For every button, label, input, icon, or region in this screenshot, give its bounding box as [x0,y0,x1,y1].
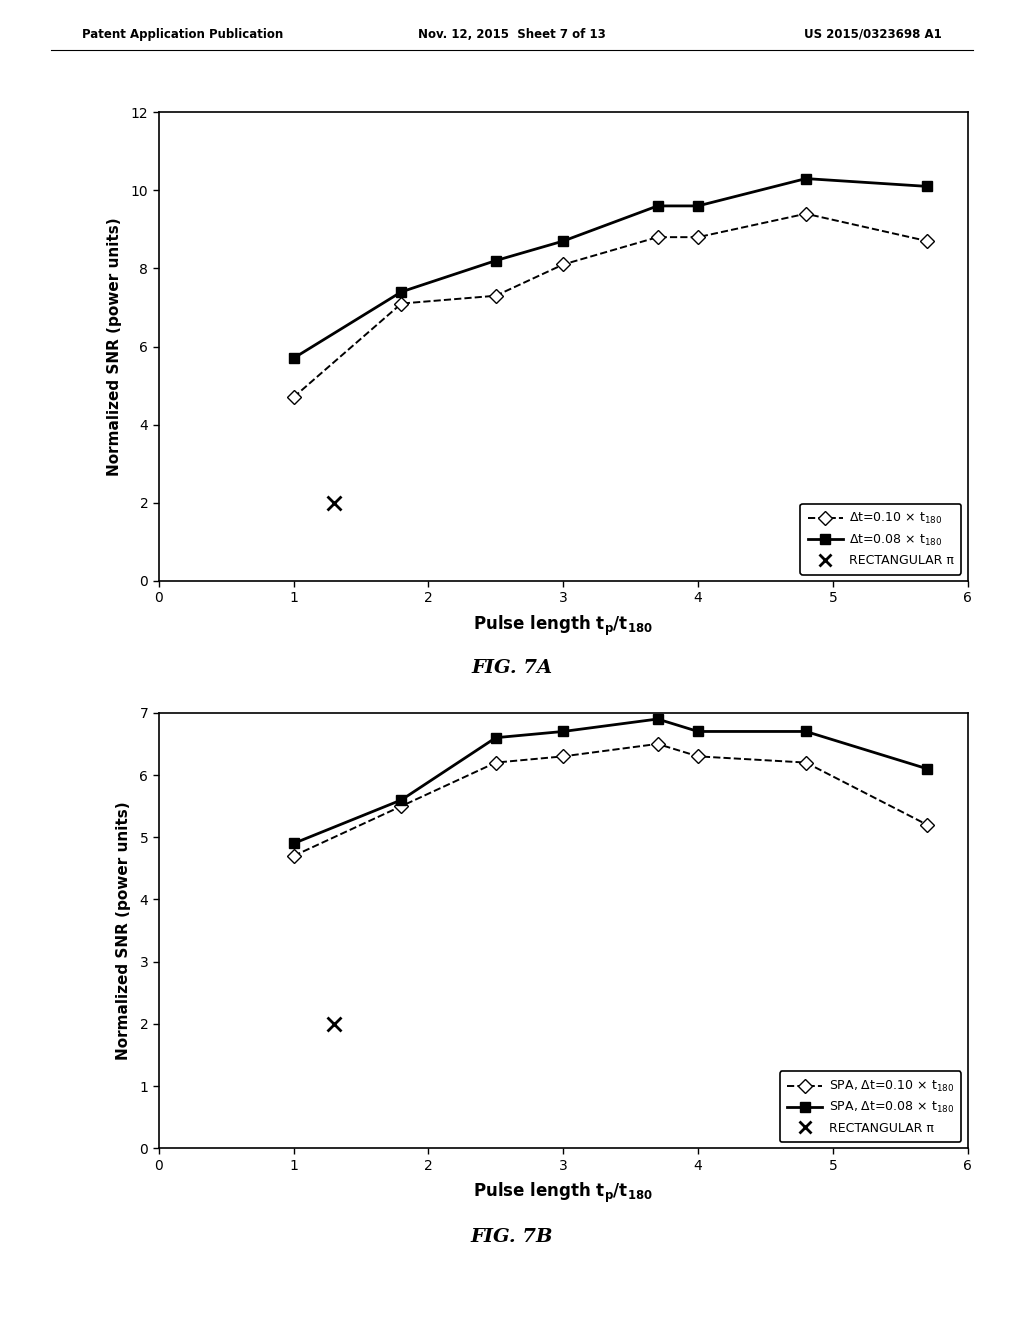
Y-axis label: Normalized SNR (power units): Normalized SNR (power units) [108,218,122,475]
Y-axis label: Normalized SNR (power units): Normalized SNR (power units) [116,801,131,1060]
Text: Patent Application Publication: Patent Application Publication [82,28,284,41]
X-axis label: Pulse length $\mathbf{t_p/t_{180}}$: Pulse length $\mathbf{t_p/t_{180}}$ [473,1181,653,1205]
Text: US 2015/0323698 A1: US 2015/0323698 A1 [804,28,942,41]
Text: FIG. 7A: FIG. 7A [471,659,553,677]
Legend: Δt=0.10 × t$_{180}$, Δt=0.08 × t$_{180}$, RECTANGULAR π: Δt=0.10 × t$_{180}$, Δt=0.08 × t$_{180}$… [801,504,962,574]
Text: Nov. 12, 2015  Sheet 7 of 13: Nov. 12, 2015 Sheet 7 of 13 [418,28,606,41]
Text: FIG. 7B: FIG. 7B [471,1228,553,1246]
Legend: SPA, Δt=0.10 × t$_{180}$, SPA, Δt=0.08 × t$_{180}$, RECTANGULAR π: SPA, Δt=0.10 × t$_{180}$, SPA, Δt=0.08 ×… [780,1072,962,1142]
X-axis label: Pulse length $\mathbf{t_p/t_{180}}$: Pulse length $\mathbf{t_p/t_{180}}$ [473,614,653,638]
